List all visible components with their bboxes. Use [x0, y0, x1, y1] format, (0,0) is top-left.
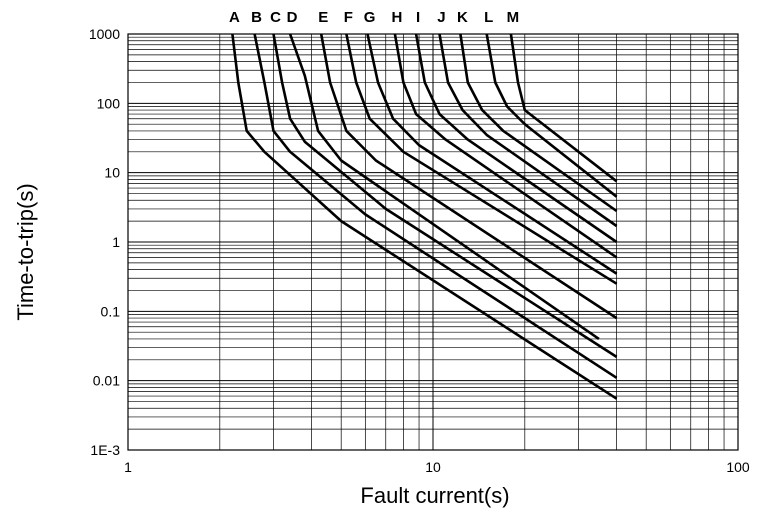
trip-curve-b	[253, 33, 618, 379]
trip-curve-e	[319, 33, 618, 320]
y-tick-label: 0.01	[93, 373, 120, 389]
curve-label-j: J	[437, 9, 445, 26]
y-tick-label: 100	[97, 95, 121, 111]
curve-label-k: K	[457, 9, 468, 26]
trip-curve-j	[438, 33, 618, 228]
plot-frame	[127, 33, 739, 451]
x-tick-label: 100	[726, 459, 750, 475]
trip-curve-f	[345, 33, 618, 285]
x-tick-label: 1	[124, 459, 132, 475]
y-tick-labels: 1000 100 10 1 0.1 0.01 1E-3	[89, 26, 120, 458]
y-tick-label: 1E-3	[90, 442, 120, 458]
trip-curve-k	[459, 33, 618, 213]
trip-curve-d	[288, 33, 600, 340]
x-tick-labels: 1 10 100	[124, 459, 750, 475]
y-tick-label: 10	[104, 165, 120, 181]
curve-label-f: F	[344, 9, 353, 26]
curve-label-g: G	[364, 9, 376, 26]
y-tick-label: 1	[112, 234, 120, 250]
curve-label-i: I	[416, 9, 420, 26]
trip-curve-h	[393, 33, 618, 259]
x-axis-title: Fault current(s)	[360, 483, 509, 508]
trip-curves	[231, 33, 618, 400]
curve-label-m: M	[507, 9, 520, 26]
trip-curve-a	[231, 33, 618, 400]
y-axis-title: Time-to-trip(s)	[13, 183, 38, 320]
curve-label-a: A	[229, 9, 240, 26]
curve-label-e: E	[318, 9, 328, 26]
grid-lines	[127, 34, 738, 451]
trip-curve-i	[414, 33, 618, 244]
curve-label-l: L	[484, 9, 493, 26]
trip-curve-m	[509, 33, 618, 183]
curve-label-b: B	[251, 9, 262, 26]
trip-curve-l	[485, 33, 618, 198]
y-tick-label: 0.1	[101, 303, 121, 319]
curve-label-h: H	[391, 9, 402, 26]
trip-curve-c	[272, 33, 618, 358]
curve-label-c: C	[270, 9, 281, 26]
curve-label-d: D	[287, 9, 298, 26]
y-tick-label: 1000	[89, 26, 120, 42]
trip-curve-g	[366, 33, 618, 275]
x-tick-label: 10	[425, 459, 441, 475]
